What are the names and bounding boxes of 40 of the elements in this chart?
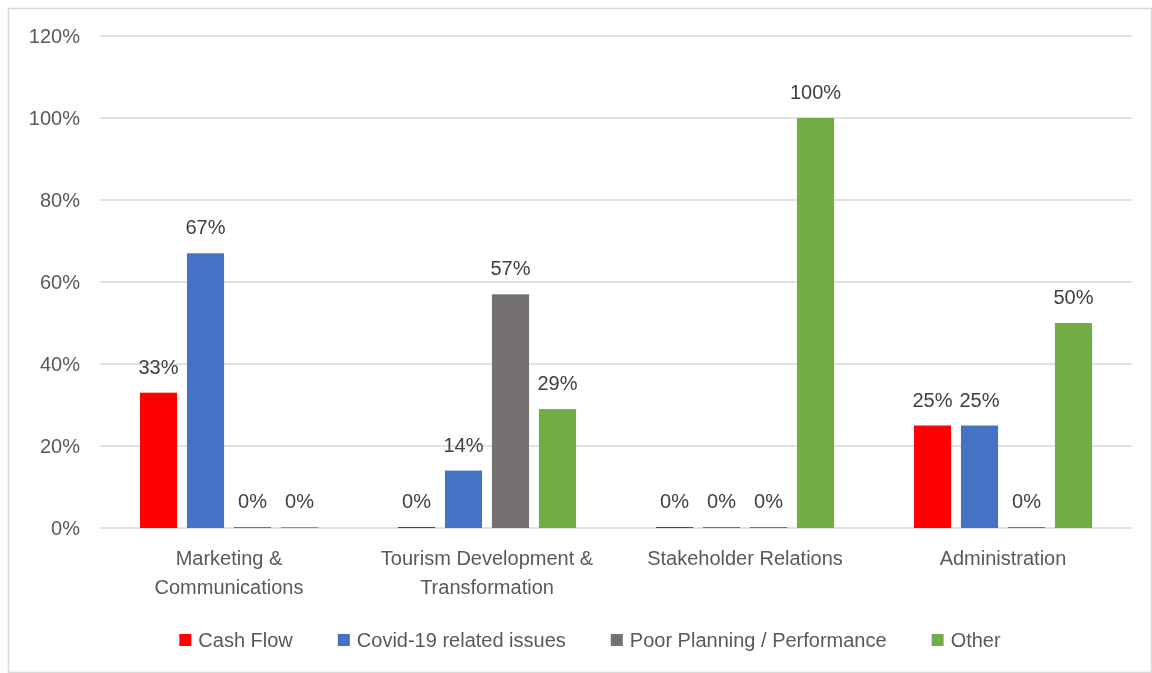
x-tick-label: Tourism Development & Transformation (380, 547, 594, 598)
y-tick-label: 20% (39, 435, 81, 457)
x-tick-label: Administration (939, 547, 1067, 569)
data-label: 0% (285, 490, 315, 512)
data-label: 67% (185, 216, 226, 239)
data-label: 25% (912, 388, 953, 411)
data-label: 14% (443, 433, 484, 456)
legend-label: Other (950, 629, 1001, 651)
legend-label: Poor Planning / Performance (629, 629, 887, 651)
bar (538, 409, 577, 528)
bar (444, 470, 483, 528)
data-label: 0% (660, 490, 690, 512)
bar (139, 392, 178, 528)
data-label: 0% (238, 490, 268, 512)
y-tick-label: 100% (28, 107, 81, 129)
data-label: 29% (537, 372, 578, 395)
y-tick-label: 0% (51, 517, 81, 539)
bar (796, 118, 835, 528)
bar (1054, 323, 1093, 528)
data-label: 0% (754, 490, 784, 512)
y-tick-label: 80% (39, 189, 81, 211)
data-label: 0% (1012, 490, 1042, 512)
y-tick-label: 60% (39, 271, 81, 293)
data-label: 33% (138, 355, 179, 378)
data-label: 0% (402, 490, 432, 512)
data-label: 57% (490, 257, 531, 280)
data-label: 0% (707, 490, 737, 512)
y-tick-label: 120% (28, 25, 81, 47)
data-label: 100% (789, 81, 842, 103)
data-label: 50% (1053, 286, 1094, 308)
x-tick-label: Stakeholder Relations (647, 547, 843, 569)
bar (913, 425, 952, 528)
bar (491, 294, 530, 528)
legend-label: Covid-19 related issues (356, 629, 566, 651)
legend-label: Cash Flow (198, 629, 294, 651)
x-tick-label: Marketing & Communications (154, 547, 304, 598)
bar (186, 253, 225, 528)
y-tick-label: 40% (39, 353, 81, 375)
data-label: 25% (959, 388, 1000, 411)
bar (960, 425, 999, 528)
